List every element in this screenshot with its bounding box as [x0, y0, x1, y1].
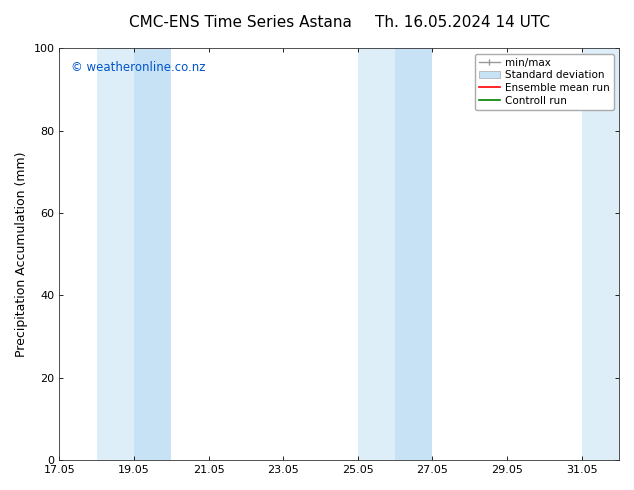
- Bar: [97, 49, 134, 460]
- Y-axis label: Precipitation Accumulation (mm): Precipitation Accumulation (mm): [15, 151, 28, 357]
- Bar: [358, 49, 395, 460]
- Text: Th. 16.05.2024 14 UTC: Th. 16.05.2024 14 UTC: [375, 15, 550, 30]
- Text: CMC-ENS Time Series Astana: CMC-ENS Time Series Astana: [129, 15, 353, 30]
- Bar: [395, 49, 432, 460]
- Text: © weatheronline.co.nz: © weatheronline.co.nz: [70, 61, 205, 74]
- Bar: [581, 49, 619, 460]
- Legend: min/max, Standard deviation, Ensemble mean run, Controll run: min/max, Standard deviation, Ensemble me…: [475, 53, 614, 110]
- Bar: [134, 49, 171, 460]
